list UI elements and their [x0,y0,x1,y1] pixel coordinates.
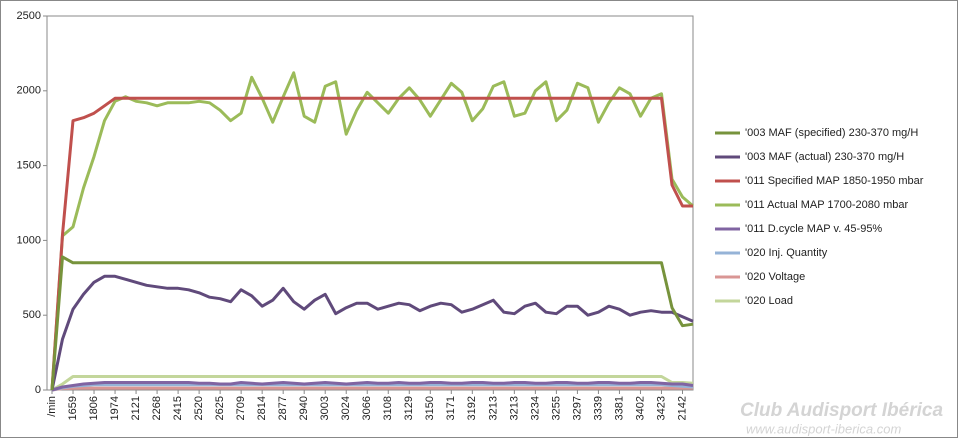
x-tick-label: /min [46,396,58,417]
x-tick-label: 2142 [676,396,688,420]
y-tick-label: 1500 [17,160,41,172]
series-line [51,381,694,392]
y-tick-label: 2000 [17,85,41,97]
x-tick-label: 3423 [655,396,667,420]
series-line [50,96,693,391]
x-tick-label: 3255 [550,396,562,420]
series-line [51,375,694,392]
x-tick-label: 3234 [529,396,541,420]
x-tick-label: 2814 [256,396,268,420]
y-tick-label: 2500 [17,10,41,22]
x-tick-label: 1806 [88,396,100,420]
x-tick-label: 2625 [214,396,226,420]
series-line [50,255,694,391]
legend-label: '011 D.cycle MAP v. 45-95% [745,223,882,235]
legend-label: '003 MAF (actual) 230-370 mg/H [745,151,904,163]
x-tick-label: 2877 [277,396,289,420]
x-tick-label: 3213 [508,396,520,420]
legend-label: '011 Actual MAP 1700-2080 mbar [745,199,908,211]
legend-label: '003 MAF (specified) 230-370 mg/H [745,127,918,139]
x-tick-label: 2940 [298,396,310,420]
x-tick-label: 2709 [235,396,247,420]
x-tick-label: 3150 [424,396,436,420]
watermark-url: www.audisport-iberica.com [746,421,902,436]
x-tick-label: 3129 [403,396,415,420]
x-tick-label: 1659 [67,396,79,420]
legend-label: '011 Specified MAP 1850-1950 mbar [745,175,924,187]
x-tick-label: 2520 [193,396,205,420]
legend-label: '020 Voltage [745,271,805,283]
x-tick-label: 3108 [382,396,394,420]
x-tick-label: 3381 [613,396,625,420]
plot-frame [46,15,694,391]
series-line [51,386,693,392]
x-tick-label: 3024 [340,396,352,420]
y-tick-label: 0 [35,384,41,396]
x-tick-label: 2121 [130,396,142,420]
x-tick-label: 3171 [445,396,457,420]
legend-label: '020 Inj. Quantity [745,247,828,259]
x-tick-label: 3213 [487,396,499,420]
x-tick-label: 2268 [151,396,163,420]
x-tick-label: 3003 [319,396,331,420]
watermark-title: Club Audisport Ibérica [740,400,943,421]
x-tick-label: 3297 [571,396,583,420]
x-tick-label: 3339 [592,396,604,420]
x-tick-label: 3402 [634,396,646,420]
x-tick-label: 2415 [172,396,184,420]
x-tick-label: 3192 [466,396,478,420]
series-line [50,274,694,391]
x-tick-label: 3066 [361,396,373,420]
legend-label: '020 Load [745,295,793,307]
y-tick-label: 500 [23,309,41,321]
y-tick-label: 1000 [17,234,41,246]
x-tick-label: 1974 [109,396,121,420]
